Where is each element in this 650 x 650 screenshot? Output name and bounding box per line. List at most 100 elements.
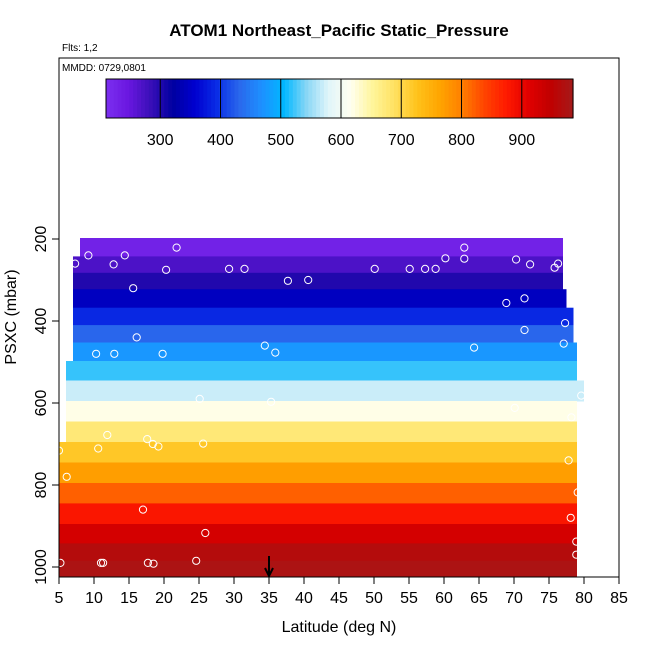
colorbar-swatch (386, 79, 391, 118)
colorbar-swatch (156, 79, 162, 118)
colorbar-swatch (374, 79, 380, 118)
data-point (92, 349, 101, 358)
colorbar-swatch (308, 79, 313, 118)
colorbar-tick-label: 400 (207, 132, 234, 149)
colorbar-swatch (382, 79, 387, 118)
colorbar-swatch (499, 79, 504, 118)
data-point (370, 264, 379, 273)
colorbar-swatch (467, 79, 473, 118)
colorbar-swatch (495, 79, 500, 118)
colorbar-swatch (362, 79, 368, 118)
colorbar-swatch (378, 79, 383, 118)
heatmap-band (59, 503, 577, 525)
colorbar-swatch (331, 79, 337, 118)
colorbar-swatch (172, 79, 177, 118)
y-tick-label: 1000 (33, 549, 50, 585)
data-point (572, 550, 581, 559)
colorbar-swatch (425, 79, 430, 118)
data-point (172, 243, 181, 252)
colorbar-swatch (413, 79, 418, 118)
colorbar-swatch (249, 79, 255, 118)
heatmap-band (66, 380, 584, 402)
colorbar-swatch (195, 79, 200, 118)
colorbar-swatch (117, 79, 123, 118)
colorbar-swatch (553, 79, 559, 118)
colorbar-swatch (448, 79, 453, 118)
heatmap-band (59, 524, 577, 544)
heatmap-band (73, 342, 577, 362)
colorbar-swatch (479, 79, 485, 118)
data-point (62, 472, 71, 481)
x-tick-label: 75 (540, 590, 558, 607)
colorbar-tick-label: 300 (147, 132, 174, 149)
data-point (129, 284, 138, 293)
colorbar-swatch (327, 79, 333, 118)
x-tick-label: 15 (120, 590, 138, 607)
colorbar-swatch (537, 79, 543, 118)
colorbar-swatch (144, 79, 150, 118)
data-point (561, 319, 570, 328)
data-point (510, 403, 519, 412)
data-point (267, 397, 276, 406)
colorbar-swatch (199, 79, 204, 118)
dates-label: MMDD: 0729,0801 (62, 63, 146, 74)
colorbar-swatch (436, 79, 442, 118)
colorbar-swatch (569, 79, 574, 118)
data-point (110, 349, 119, 358)
colorbar-swatch (234, 79, 239, 118)
data-point (154, 442, 163, 451)
colorbar-swatch (522, 79, 527, 118)
colorbar-swatch (137, 79, 142, 118)
data-point (225, 264, 234, 273)
colorbar-swatch (510, 79, 516, 118)
data-point (240, 264, 249, 273)
x-tick-label: 40 (295, 590, 313, 607)
colorbar-swatch (421, 79, 426, 118)
colorbar-swatch (502, 79, 508, 118)
colorbar-tick-label: 600 (328, 132, 355, 149)
data-point (460, 243, 469, 252)
data-point (577, 391, 586, 400)
colorbar-swatch (214, 79, 220, 118)
data-point (138, 505, 148, 514)
data-point (460, 254, 469, 263)
colorbar-swatch (246, 79, 251, 118)
colorbar-swatch (464, 79, 469, 118)
heatmap-band (73, 325, 574, 343)
data-point (149, 559, 158, 568)
colorbar-swatch (300, 79, 306, 118)
colorbar-swatch (168, 79, 173, 118)
x-tick-label: 25 (190, 590, 208, 607)
heatmap-bands (59, 238, 584, 578)
data-point (405, 264, 414, 273)
data-point (512, 255, 521, 264)
data-point (421, 264, 430, 273)
data-point (148, 439, 157, 449)
x-tick-label: 30 (225, 590, 243, 607)
colorbar-swatch (226, 79, 232, 118)
colorbar-swatch (211, 79, 216, 118)
colorbar-swatch (106, 79, 111, 118)
data-point (502, 298, 511, 308)
heatmap-band (59, 462, 577, 484)
x-tick-label: 60 (435, 590, 453, 607)
colorbar-swatch (506, 79, 512, 118)
data-point (84, 251, 93, 260)
data-point (143, 558, 152, 568)
data-point (132, 333, 141, 342)
plot-area (54, 57, 620, 578)
colorbar-swatch (526, 79, 531, 118)
x-tick-label: 50 (365, 590, 383, 607)
colorbar-swatch (316, 79, 321, 118)
data-point (526, 260, 535, 269)
colorbar-swatch (471, 79, 477, 118)
x-tick-label: 35 (260, 590, 278, 607)
colorbar-swatch (452, 79, 457, 118)
colorbar-swatch (483, 79, 488, 118)
colorbar-swatch (401, 79, 407, 118)
colorbar-swatch (261, 79, 267, 118)
colorbar-swatch (265, 79, 271, 118)
heatmap-band (73, 256, 563, 274)
x-tick-label: 80 (575, 590, 593, 607)
